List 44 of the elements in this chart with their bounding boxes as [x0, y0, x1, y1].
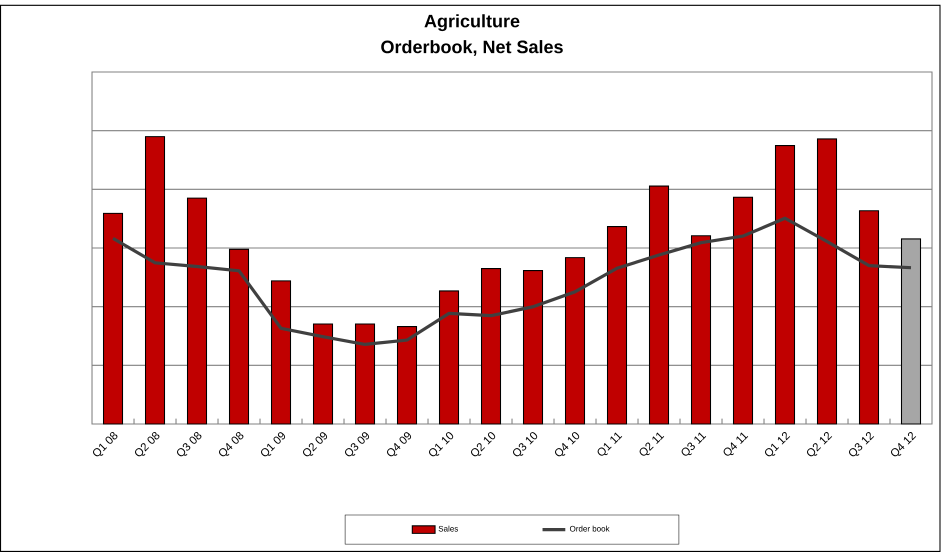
x-tick-label: Q1 12 — [765, 432, 790, 456]
x-tick-label: Q4 11 — [724, 432, 748, 456]
x-tick-label: Q1 09 — [261, 432, 286, 456]
x-tick-label: Q1 08 — [93, 432, 118, 456]
chart-subtitle: Orderbook, Net Sales — [381, 40, 563, 56]
bar — [438, 290, 460, 425]
x-tick-label: Q4 10 — [555, 432, 580, 456]
x-tick-label: Q2 10 — [471, 432, 496, 456]
x-tick-label: Q1 11 — [598, 432, 622, 456]
bar — [480, 268, 502, 425]
bar — [312, 323, 334, 425]
bar — [270, 280, 292, 425]
x-tick-label: Q4 09 — [387, 432, 412, 456]
bar — [228, 248, 250, 425]
bar — [774, 145, 796, 425]
bar — [900, 238, 922, 425]
bar — [354, 323, 376, 425]
bar — [186, 198, 208, 425]
bar — [648, 186, 670, 425]
x-tick-label: Q3 09 — [345, 432, 370, 456]
bar — [396, 326, 418, 425]
bar — [690, 235, 712, 425]
x-tick-label: Q4 08 — [219, 432, 244, 456]
bar — [144, 136, 166, 425]
bar — [816, 138, 838, 425]
chart-title: Agriculture — [424, 14, 520, 32]
x-tick-label: Q3 11 — [682, 432, 706, 456]
x-tick-label: Q3 10 — [513, 432, 538, 456]
x-tick-label: Q2 09 — [303, 432, 328, 456]
x-tick-label: Q3 12 — [849, 432, 874, 456]
x-tick-label: Q2 08 — [135, 432, 160, 456]
bar — [564, 257, 586, 425]
bar — [606, 226, 628, 425]
legend-label: Sales — [438, 526, 458, 532]
legend-label: Order book — [570, 526, 610, 532]
bar — [858, 210, 880, 425]
x-tick-label: Q3 08 — [177, 432, 202, 456]
x-tick-label: Q4 12 — [891, 432, 916, 456]
bar — [102, 212, 124, 425]
x-tick-label: Q1 10 — [429, 432, 454, 456]
bar — [522, 270, 544, 425]
x-tick-label: Q2 12 — [807, 432, 832, 456]
x-tick-label: Q2 11 — [640, 432, 664, 456]
bar — [732, 196, 754, 425]
